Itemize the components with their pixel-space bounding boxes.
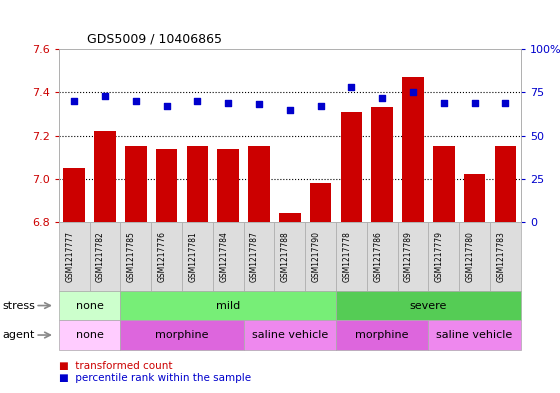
- Bar: [248, 146, 270, 222]
- Text: stress: stress: [3, 301, 36, 310]
- Text: GSM1217785: GSM1217785: [127, 231, 136, 282]
- Point: [162, 103, 171, 109]
- Text: GSM1217782: GSM1217782: [96, 231, 105, 282]
- Bar: [125, 146, 147, 222]
- Bar: [371, 107, 393, 222]
- Bar: [63, 168, 85, 222]
- Text: GSM1217786: GSM1217786: [373, 231, 382, 282]
- Text: ■  transformed count: ■ transformed count: [59, 362, 172, 371]
- Text: GSM1217780: GSM1217780: [465, 231, 474, 282]
- Bar: [94, 131, 116, 222]
- Text: agent: agent: [3, 330, 35, 340]
- Text: none: none: [76, 330, 104, 340]
- Text: GSM1217776: GSM1217776: [157, 231, 167, 282]
- Bar: [402, 77, 424, 222]
- Text: GSM1217787: GSM1217787: [250, 231, 259, 282]
- Point: [439, 99, 448, 106]
- Point: [100, 93, 109, 99]
- Point: [470, 99, 479, 106]
- Bar: [494, 146, 516, 222]
- Bar: [464, 174, 486, 222]
- Text: GSM1217779: GSM1217779: [435, 231, 444, 282]
- Point: [347, 84, 356, 90]
- Point: [408, 89, 417, 95]
- Bar: [433, 146, 455, 222]
- Bar: [310, 183, 332, 222]
- Text: GSM1217778: GSM1217778: [342, 231, 352, 282]
- Text: GSM1217781: GSM1217781: [188, 231, 198, 282]
- Text: GSM1217784: GSM1217784: [219, 231, 228, 282]
- Text: GSM1217788: GSM1217788: [281, 231, 290, 282]
- Bar: [156, 149, 178, 222]
- Point: [223, 99, 233, 106]
- Text: saline vehicle: saline vehicle: [251, 330, 328, 340]
- Point: [131, 98, 140, 104]
- Point: [316, 103, 325, 109]
- Text: morphine: morphine: [356, 330, 409, 340]
- Text: GSM1217790: GSM1217790: [311, 231, 320, 282]
- Point: [254, 101, 263, 108]
- Text: ■  percentile rank within the sample: ■ percentile rank within the sample: [59, 373, 251, 383]
- Point: [377, 94, 386, 101]
- Bar: [217, 149, 239, 222]
- Text: mild: mild: [216, 301, 240, 310]
- Point: [501, 99, 510, 106]
- Point: [285, 107, 294, 113]
- Text: severe: severe: [410, 301, 447, 310]
- Text: none: none: [76, 301, 104, 310]
- Text: GSM1217777: GSM1217777: [65, 231, 74, 282]
- Text: saline vehicle: saline vehicle: [436, 330, 513, 340]
- Text: GSM1217789: GSM1217789: [404, 231, 413, 282]
- Text: GDS5009 / 10406865: GDS5009 / 10406865: [87, 32, 222, 45]
- Bar: [186, 146, 208, 222]
- Point: [69, 98, 78, 104]
- Bar: [279, 213, 301, 222]
- Bar: [340, 112, 362, 222]
- Text: morphine: morphine: [155, 330, 209, 340]
- Text: GSM1217783: GSM1217783: [496, 231, 505, 282]
- Point: [193, 98, 202, 104]
